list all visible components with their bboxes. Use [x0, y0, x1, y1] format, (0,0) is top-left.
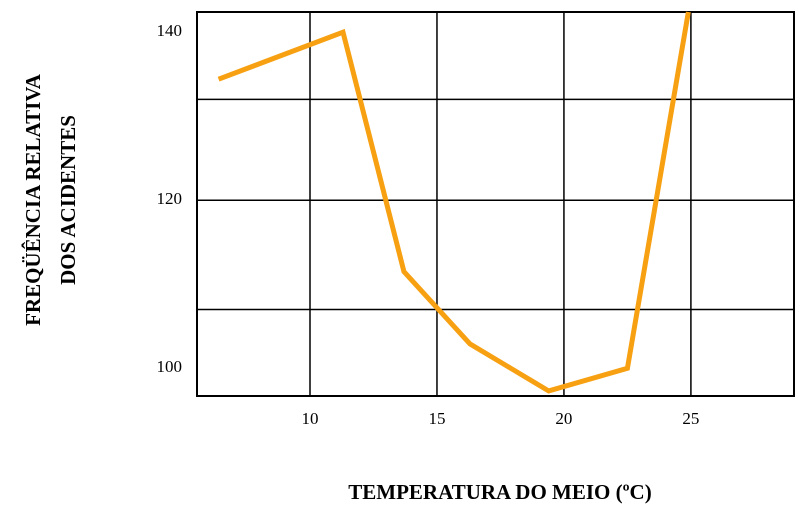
x-axis-title: TEMPERATURA DO MEIO (ºC)	[348, 480, 651, 504]
x-tick-label: 15	[428, 409, 445, 428]
y-tick-label: 100	[157, 357, 183, 376]
y-tick-label: 120	[157, 189, 183, 208]
y-axis-title: FREQÜÊNCIA RELATIVA	[21, 73, 45, 326]
line-series	[217, 11, 691, 394]
y-tick-label: 140	[157, 21, 183, 40]
x-tick-label: 25	[682, 409, 699, 428]
x-tick-label: 10	[302, 409, 319, 428]
plot-frame	[196, 11, 795, 397]
x-tick-label: 20	[555, 409, 572, 428]
y-axis-title: DOS ACIDENTES	[56, 115, 80, 285]
